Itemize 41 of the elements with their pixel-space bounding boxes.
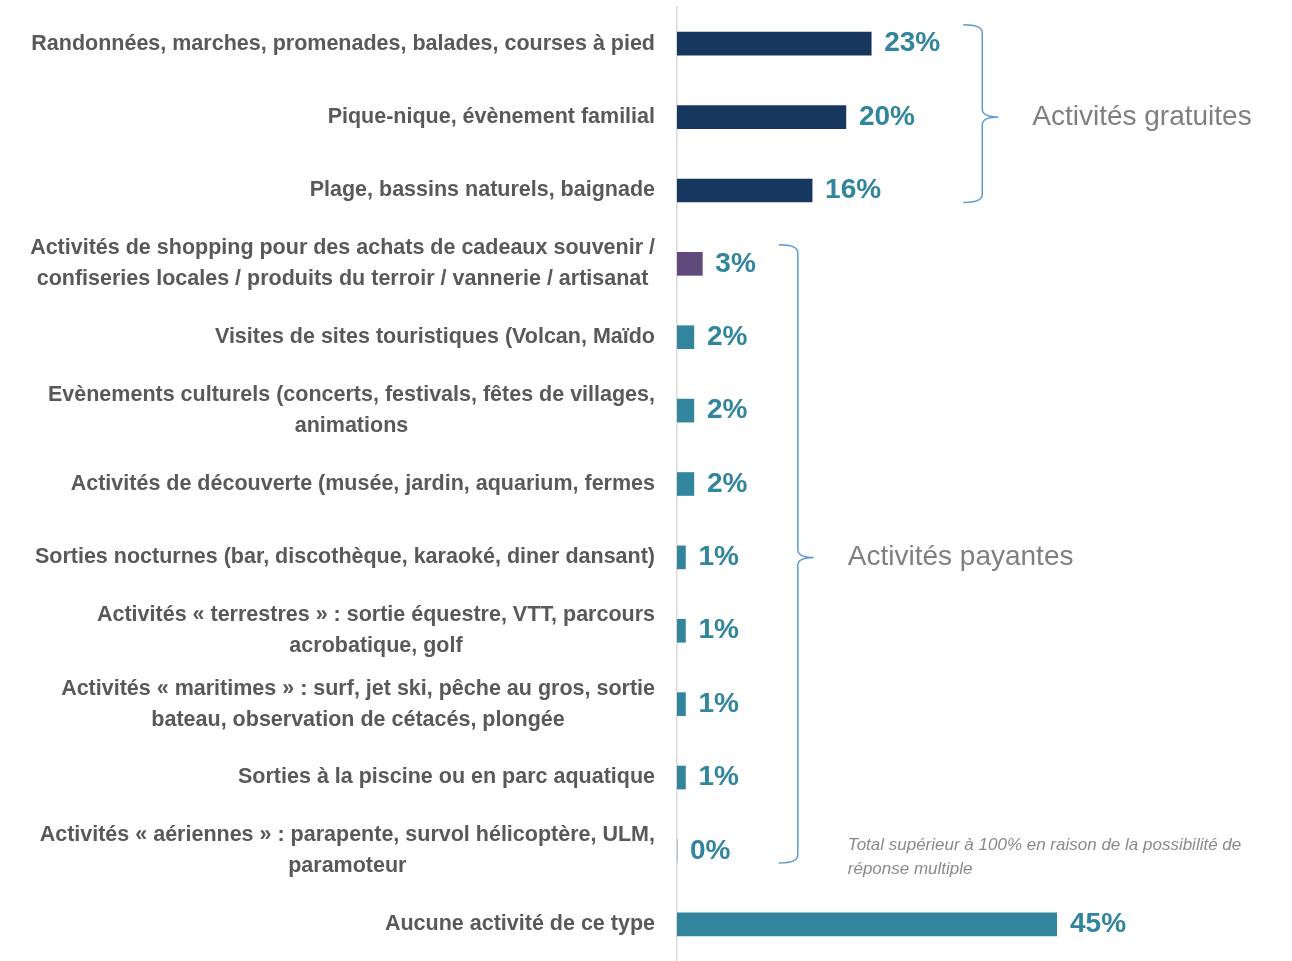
bar	[677, 398, 695, 423]
data-label: 0%	[690, 833, 731, 865]
y-tick-label: Randonnées, marches, promenades, balades, courses à pied	[31, 30, 655, 55]
bar	[677, 325, 695, 350]
data-label: 1%	[698, 686, 740, 718]
annotation: Activités gratuites	[1032, 99, 1252, 131]
y-tick-label: Activités « aériennes » : parapente, survol hélicoptère, ULM, paramoteur	[39, 822, 655, 878]
data-label: 2%	[706, 319, 748, 351]
y-tick-label: Pique-nique, évènement familial	[327, 104, 656, 128]
data-label: 2%	[706, 466, 748, 498]
y-tick-label: Plage, bassins naturels, baignade	[309, 177, 656, 202]
bar	[677, 105, 847, 129]
bar	[677, 692, 686, 716]
y-tick-label: Evènements culturels (concerts, festivals, fêtes de villages, animations	[47, 382, 655, 438]
y-tick-label: Activités « maritimes » : surf, jet ski, pêche au gros, sortie bateau, observation de cétacés, plongée	[61, 675, 656, 731]
data-label: 1%	[698, 540, 740, 572]
data-label: 3%	[715, 246, 756, 278]
y-tick-label: Aucune activité de ce type	[384, 911, 656, 936]
data-label: 23%	[884, 26, 941, 58]
bar	[677, 472, 695, 496]
y-tick-label: Activités « terrestres » : sortie équestre, VTT, parcours acrobatique, golf	[96, 602, 656, 658]
data-label: 20%	[858, 99, 916, 131]
y-tick-label: Activités de découverte (musée, jardin, aquarium, fermes	[70, 470, 656, 495]
data-label: 2%	[706, 393, 748, 425]
bar	[677, 545, 686, 570]
data-label: 1%	[698, 760, 740, 792]
y-tick-label: Activités de shopping pour des achats de cadeaux souvenir / confiseries locales / produits du terroir / vannerie / artisanat	[30, 235, 656, 291]
bar	[677, 618, 686, 643]
data-label: 45%	[1070, 907, 1127, 939]
annotation: Total supérieur à 100% en raison de la possibilité de réponse multiple	[847, 834, 1242, 878]
bar	[677, 765, 686, 790]
bar	[677, 912, 1057, 937]
bar	[677, 178, 813, 203]
bar	[677, 31, 872, 56]
data-label: 1%	[698, 613, 740, 645]
y-tick-label: Sorties à la piscine ou en parc aquatique	[238, 764, 656, 789]
annotation: Activités payantes	[847, 540, 1074, 572]
y-tick-label: Visites de sites touristiques (Volcan, Maïdo	[214, 324, 656, 349]
bar	[677, 252, 703, 276]
data-label: 16%	[825, 173, 882, 205]
y-tick-label: Sorties nocturnes (bar, discothèque, karaoké, diner dansant)	[34, 544, 655, 569]
